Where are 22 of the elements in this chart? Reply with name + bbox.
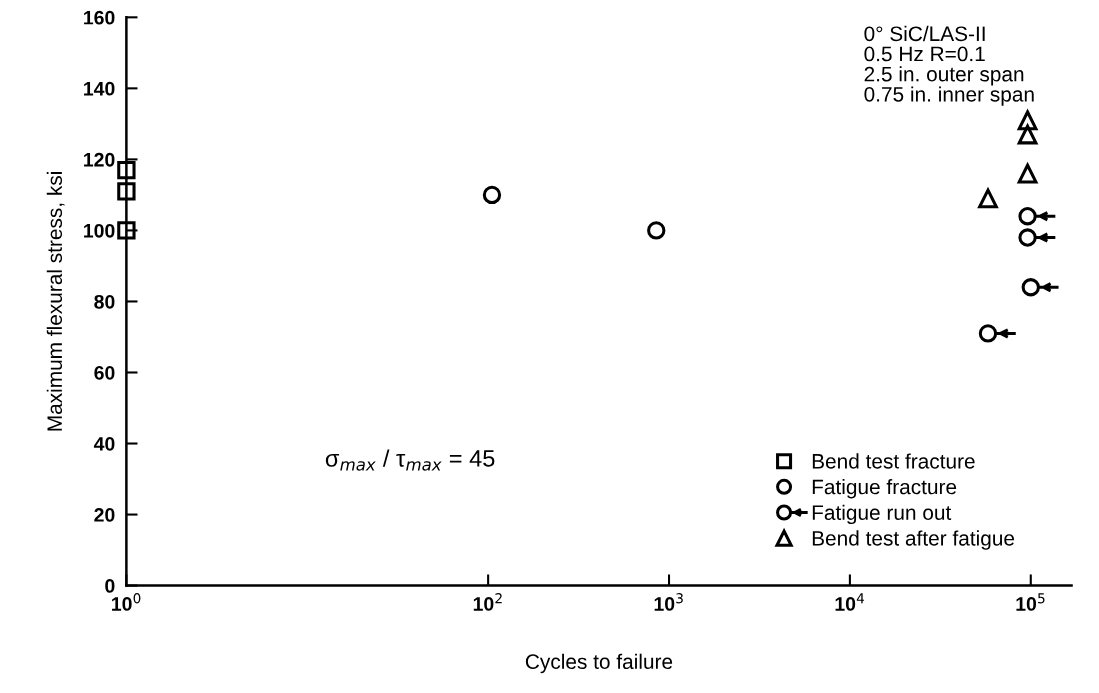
legend-label: Fatigue run out [812,504,952,525]
y-tick-label: 60 [94,365,115,380]
y-tick-label: 20 [94,508,115,522]
legend-label: Bend test after fatigue [812,530,1015,550]
x-tick-label: 10$^{3}$ [654,593,683,611]
y-tick-label: 120 [84,152,115,167]
annotation: σ$_{max}$ / τ$_{max}$ = 45 [325,449,495,471]
y-tick-label: 40 [93,436,115,451]
legend-label: Bend test fracture [812,453,975,469]
annotation: 0° SiC/LAS-II 0.5 Hz R=0.1 2.5 in. outer span 0.75 in. inner span [864,25,1034,106]
x-tick-label: 10$^{0}$ [112,593,141,611]
legend-label: Fatigue fracture [812,479,957,499]
y-axis-title: Maximum flexural stress, ksi [46,172,65,431]
y-tick-label: 140 [84,81,115,96]
y-tick-label: 160 [84,10,115,25]
x-axis-title: Cycles to failure [525,653,673,674]
y-tick-label: 80 [94,294,115,309]
x-tick-label: 10$^{5}$ [1016,593,1045,611]
x-tick-label: 10$^{4}$ [835,593,865,611]
y-tick-label: 0 [105,579,115,593]
y-tick-label: 100 [84,223,115,238]
x-tick-label: 10$^{2}$ [473,593,502,611]
